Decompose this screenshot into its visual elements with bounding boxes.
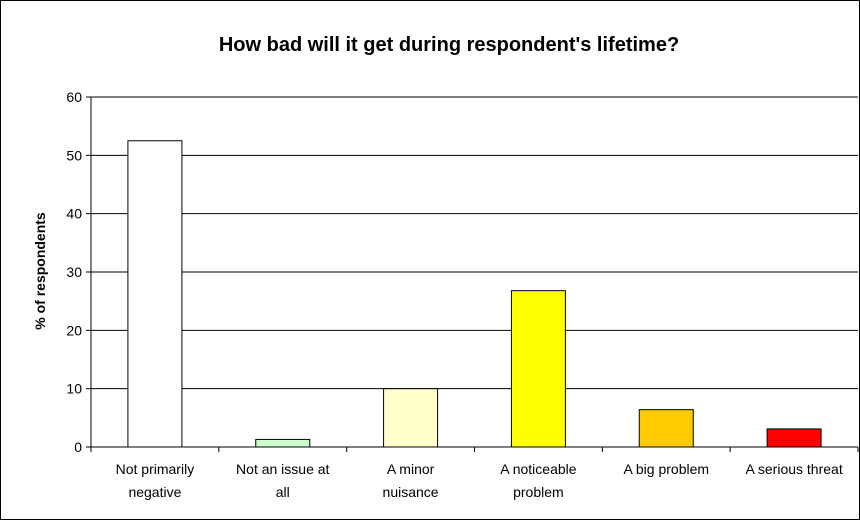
x-category-label: A serious threat bbox=[745, 461, 842, 477]
bar bbox=[766, 428, 822, 448]
x-category-label: A minor nuisance bbox=[383, 461, 439, 500]
bars bbox=[127, 140, 822, 448]
y-tick-label: 10 bbox=[66, 381, 82, 397]
bar bbox=[383, 388, 439, 448]
bar bbox=[127, 140, 183, 448]
chart-title: How bad will it get during respondent's … bbox=[219, 34, 679, 56]
y-tick-label: 60 bbox=[66, 89, 82, 105]
bar bbox=[255, 438, 311, 448]
gridlines bbox=[91, 96, 858, 390]
y-tick-label: 50 bbox=[66, 147, 82, 163]
y-axis-label: % of respondents bbox=[32, 212, 48, 330]
bar bbox=[638, 409, 694, 448]
x-category-label: A noticeable problem bbox=[500, 461, 576, 500]
x-category-label: Not an issue at all bbox=[236, 461, 329, 500]
y-tick-label: 40 bbox=[66, 206, 82, 222]
y-tick-label: 0 bbox=[74, 439, 82, 455]
bar bbox=[510, 290, 566, 448]
y-tick-label: 30 bbox=[66, 264, 82, 280]
axes bbox=[86, 96, 859, 452]
x-category-labels: Not primarily negative Not an issue at all A… bbox=[116, 461, 843, 500]
y-tick-label: 20 bbox=[66, 322, 82, 338]
y-tick-labels: 0 10 20 30 40 50 60 bbox=[66, 89, 82, 455]
x-category-label: Not primarily negative bbox=[116, 461, 195, 500]
x-category-label: A big problem bbox=[623, 461, 709, 477]
